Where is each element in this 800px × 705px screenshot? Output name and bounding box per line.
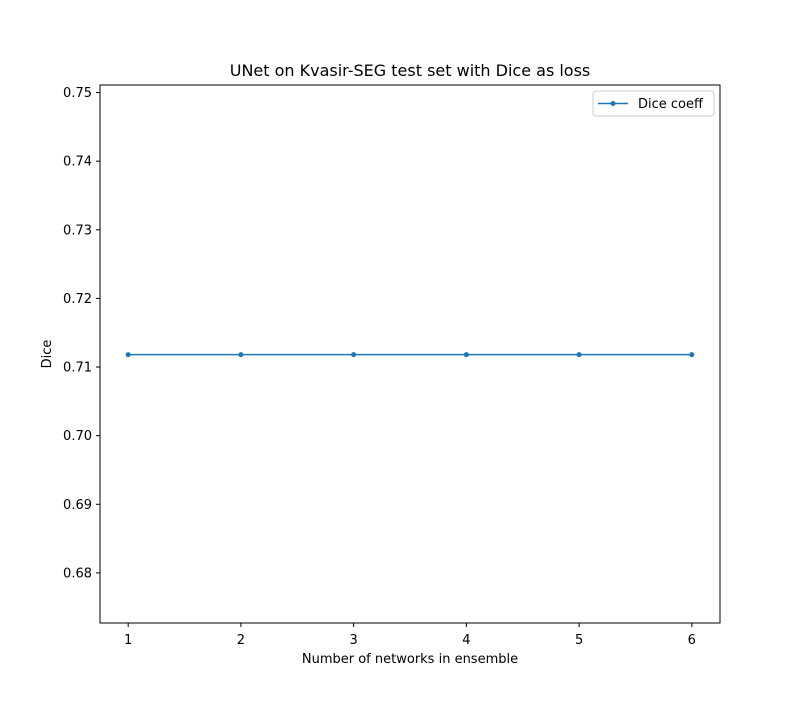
x-tick-label: 5 — [575, 633, 583, 648]
x-tick-label: 6 — [688, 633, 696, 648]
y-tick-label: 0.74 — [63, 155, 92, 170]
data-point — [689, 352, 695, 358]
x-tick-label: 2 — [237, 633, 245, 648]
plot-frame — [99, 84, 721, 624]
legend-box — [592, 90, 715, 117]
data-point — [125, 352, 131, 358]
data-point — [463, 352, 469, 358]
x-axis-label: Number of networks in ensemble — [302, 652, 518, 667]
legend-marker — [610, 101, 616, 106]
y-tick-label: 0.69 — [63, 498, 92, 513]
y-tick-label: 0.71 — [63, 361, 92, 376]
data-point — [238, 352, 244, 358]
x-tick-label: 3 — [349, 633, 357, 648]
y-tick-label: 0.72 — [63, 292, 92, 307]
x-tick-label: 1 — [124, 633, 132, 648]
legend-label: Dice coeff — [638, 97, 704, 112]
series-layer — [125, 352, 695, 358]
y-tick-label: 0.68 — [63, 566, 92, 581]
y-tick-label: 0.70 — [63, 429, 92, 444]
y-tick-label: 0.73 — [63, 223, 92, 238]
data-point — [351, 352, 357, 358]
x-tick-label: 4 — [462, 633, 470, 648]
data-point — [576, 352, 582, 358]
y-axis-label: Dice — [40, 340, 55, 369]
y-tick-label: 0.75 — [63, 86, 92, 101]
x-axis-ticks: 1 2 3 4 5 6 — [124, 623, 696, 648]
legend: Dice coeff — [592, 90, 715, 117]
y-axis-ticks: 0.68 0.69 0.70 0.71 0.72 0.73 0.74 0.75 — [63, 86, 100, 581]
chart-title: UNet on Kvasir-SEG test set with Dice as… — [230, 61, 591, 80]
